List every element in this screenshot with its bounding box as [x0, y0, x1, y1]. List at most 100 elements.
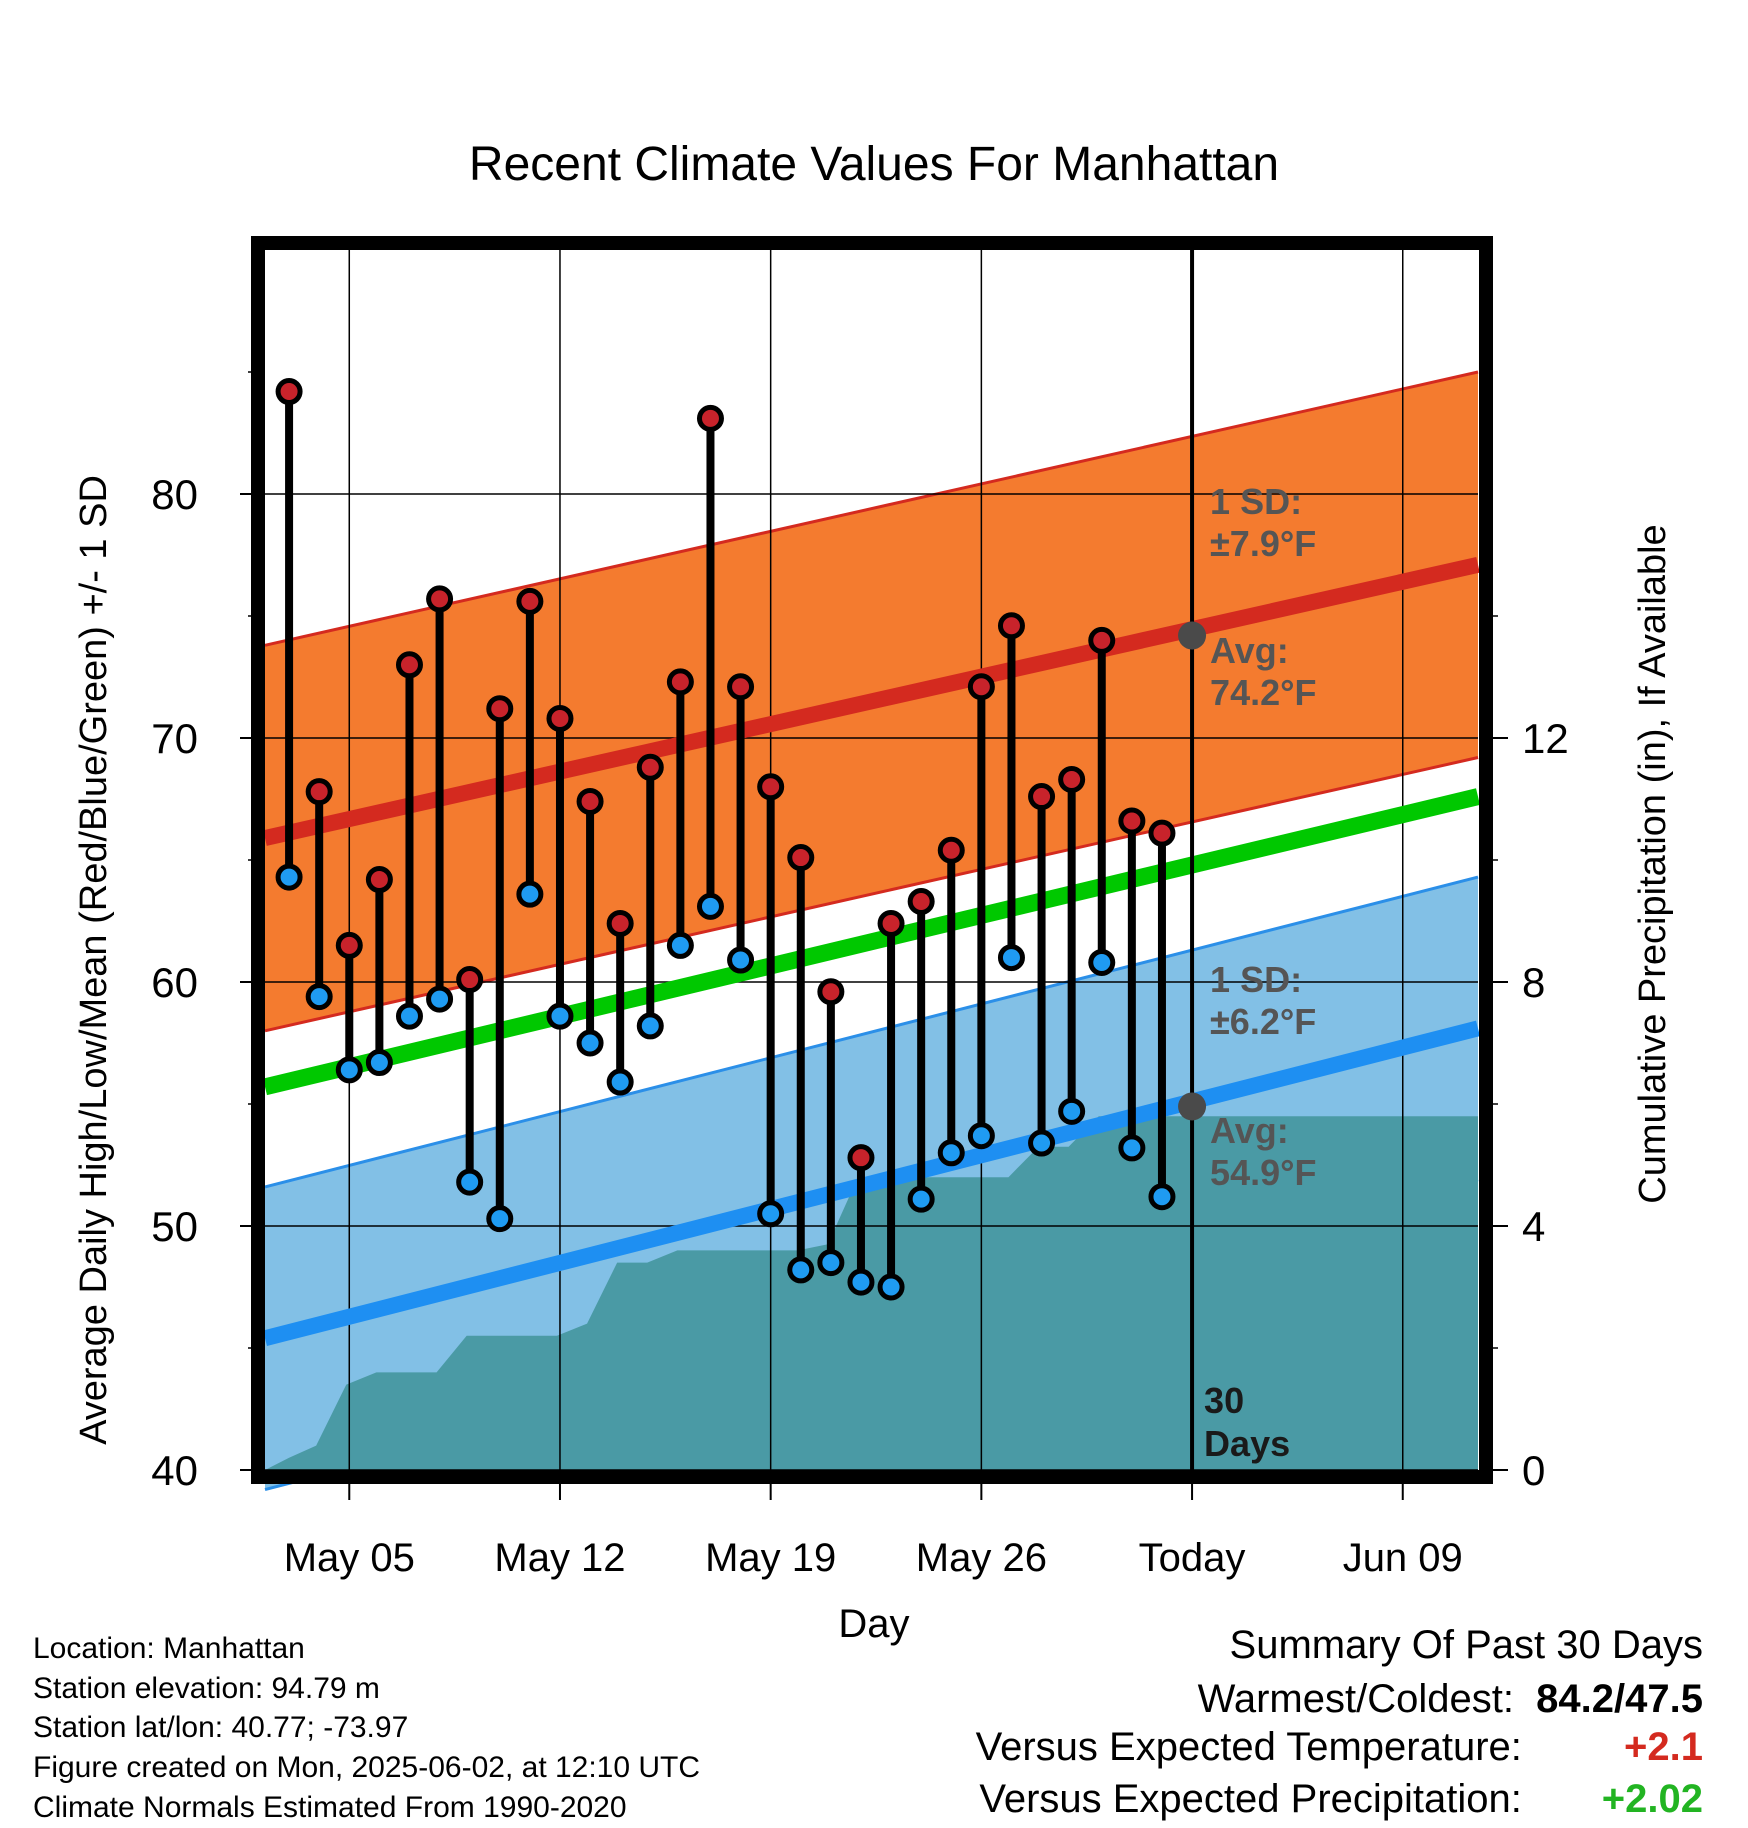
- daily-high-point: [666, 668, 694, 696]
- precip-area: [265, 1116, 1478, 1470]
- x-tick-label: Jun 09: [1343, 1536, 1463, 1580]
- x-tick-label: May 26: [916, 1536, 1047, 1580]
- low-sd-label: 1 SD:: [1210, 959, 1302, 1000]
- summary-warm-cold-value: 84.2/47.5: [1536, 1677, 1703, 1721]
- info-created: Figure created on Mon, 2025-06-02, at 12…: [33, 1751, 701, 1784]
- daily-high-point: [847, 1144, 875, 1172]
- low-avg-value: 54.9°F: [1210, 1152, 1316, 1193]
- x-axis-label: Day: [838, 1602, 909, 1646]
- summary-temp-label: Versus Expected Temperature:: [975, 1725, 1522, 1769]
- today-low-normal-point: [1178, 1092, 1207, 1121]
- daily-high-point: [486, 695, 514, 723]
- high-avg-label: Avg:: [1210, 630, 1289, 671]
- x-tick-label: May 12: [494, 1536, 625, 1580]
- summary-temp-value: +2.1: [1624, 1725, 1703, 1769]
- daily-low-point: [335, 1056, 363, 1084]
- daily-low-point: [696, 892, 724, 920]
- daily-low-point: [967, 1122, 995, 1150]
- daily-low-point: [877, 1273, 905, 1301]
- daily-low-point: [516, 880, 544, 908]
- high-sd-value: ±7.9°F: [1210, 523, 1316, 564]
- low-normal-line: [263, 1020, 1480, 1346]
- x-tick-label: May 05: [284, 1536, 415, 1580]
- daily-low-point: [1118, 1134, 1146, 1162]
- daily-high-point: [696, 404, 724, 432]
- daily-high-point: [426, 585, 454, 613]
- summary-title: Summary Of Past 30 Days: [1229, 1623, 1703, 1667]
- daily-high-point: [395, 651, 423, 679]
- daily-high-point: [275, 378, 303, 406]
- daily-low-point: [546, 1002, 574, 1030]
- y-tick-label: 40: [151, 1447, 198, 1494]
- y-tick-label: 70: [151, 715, 198, 762]
- daily-high-point: [937, 836, 965, 864]
- info-latlon: Station lat/lon: 40.77; -73.97: [33, 1711, 409, 1744]
- daily-high-point: [576, 787, 604, 815]
- daily-low-point: [757, 1200, 785, 1228]
- y-tick-label: 80: [151, 471, 198, 518]
- high-avg-value: 74.2°F: [1210, 672, 1316, 713]
- y2-tick-label: 4: [1522, 1203, 1545, 1250]
- chart-title: Recent Climate Values For Manhattan: [469, 138, 1279, 191]
- daily-high-point: [787, 844, 815, 872]
- high-band-upper-edge: [264, 370, 1479, 647]
- daily-low-point: [576, 1029, 604, 1057]
- period-label-unit: Days: [1204, 1423, 1290, 1464]
- info-location: Location: Manhattan: [33, 1632, 305, 1665]
- daily-high-point: [1088, 626, 1116, 654]
- daily-low-point: [395, 1002, 423, 1030]
- daily-high-point: [305, 778, 333, 806]
- daily-high-point: [1148, 819, 1176, 847]
- daily-low-point: [426, 985, 454, 1013]
- daily-low-point: [937, 1139, 965, 1167]
- summary-warm-cold-label: Warmest/Coldest:: [1197, 1677, 1514, 1721]
- daily-high-point: [456, 966, 484, 994]
- info-elevation: Station elevation: 94.79 m: [33, 1672, 380, 1705]
- period-label-number: 30: [1204, 1380, 1244, 1421]
- daily-low-point: [606, 1068, 634, 1096]
- daily-low-point: [727, 946, 755, 974]
- daily-low-point: [456, 1168, 484, 1196]
- daily-high-point: [877, 909, 905, 937]
- daily-high-point: [907, 887, 935, 915]
- daily-low-point: [1088, 948, 1116, 976]
- x-tick-label: Today: [1139, 1536, 1246, 1580]
- summary-temp: Versus Expected Temperature: +2.1: [976, 1727, 1703, 1767]
- daily-high-point: [365, 866, 393, 894]
- daily-high-point: [546, 704, 574, 732]
- daily-high-point: [636, 753, 664, 781]
- summary-precip-label: Versus Expected Precipitation:: [979, 1777, 1522, 1821]
- daily-high-point: [606, 909, 634, 937]
- summary-warm-cold: Warmest/Coldest: 84.2/47.5: [1198, 1679, 1703, 1719]
- daily-low-point: [1028, 1129, 1056, 1157]
- daily-low-point: [1058, 1097, 1086, 1125]
- daily-low-point: [365, 1049, 393, 1077]
- daily-high-point: [967, 673, 995, 701]
- y2-tick-label: 8: [1522, 959, 1545, 1006]
- daily-high-point: [727, 673, 755, 701]
- daily-high-point: [817, 978, 845, 1006]
- y-axis-label: Average Daily High/Low/Mean (Red/Blue/Gr…: [73, 475, 115, 1445]
- high-sd-label: 1 SD:: [1210, 481, 1302, 522]
- daily-high-point: [757, 773, 785, 801]
- y2-tick-label: 12: [1522, 715, 1569, 762]
- daily-low-point: [305, 983, 333, 1011]
- daily-low-point: [486, 1205, 514, 1233]
- low-sd-value: ±6.2°F: [1210, 1001, 1316, 1042]
- low-avg-label: Avg:: [1210, 1110, 1289, 1151]
- daily-high-point: [1118, 807, 1146, 835]
- daily-low-point: [847, 1268, 875, 1296]
- daily-high-point: [1058, 765, 1086, 793]
- daily-high-point: [1028, 783, 1056, 811]
- daily-low-point: [275, 863, 303, 891]
- y-tick-label: 60: [151, 959, 198, 1006]
- today-high-normal-point: [1178, 621, 1207, 650]
- daily-low-point: [817, 1249, 845, 1277]
- daily-low-point: [787, 1256, 815, 1284]
- x-tick-label: May 19: [705, 1536, 836, 1580]
- summary-precip: Versus Expected Precipitation: +2.02: [979, 1779, 1703, 1819]
- daily-low-point: [907, 1185, 935, 1213]
- daily-low-point: [1148, 1183, 1176, 1211]
